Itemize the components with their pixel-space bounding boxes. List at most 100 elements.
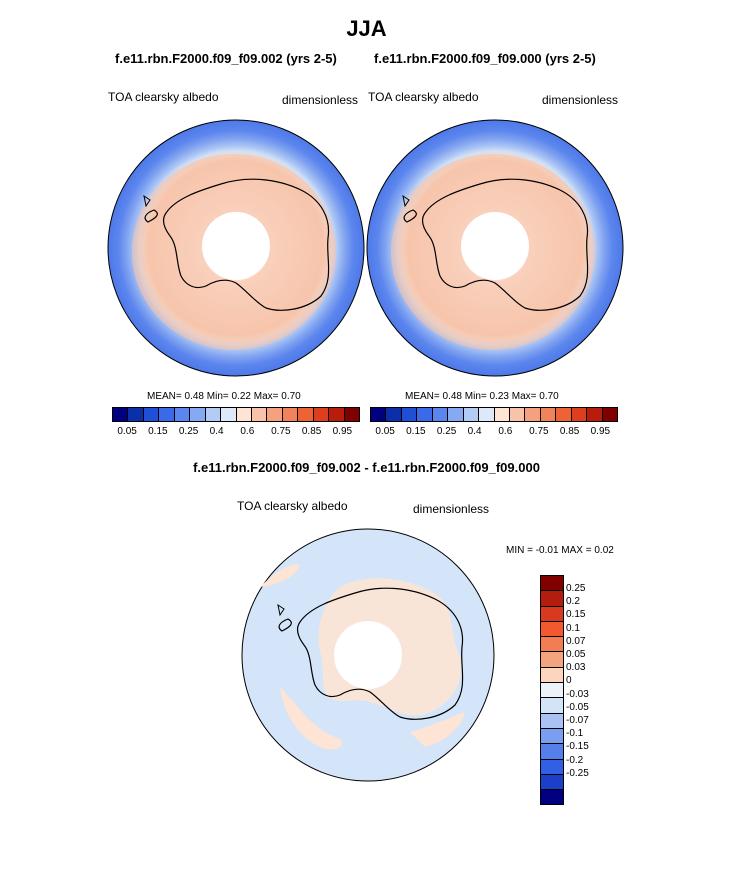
colorbar-swatch bbox=[128, 408, 144, 421]
colorbar-tick-label: -0.07 bbox=[566, 715, 589, 726]
colorbar-swatch bbox=[205, 408, 222, 421]
colorbar-tick-label: 0.6 bbox=[498, 426, 513, 437]
colorbar-tick-label: 0.75 bbox=[529, 426, 549, 437]
colorbar-swatch bbox=[267, 408, 283, 421]
panel1-min-label: Min= bbox=[206, 391, 229, 402]
colorbar-tick-label: -0.15 bbox=[566, 741, 589, 753]
diff-units-label: dimensionless bbox=[413, 502, 490, 516]
positive-anomaly-region-3 bbox=[410, 712, 465, 747]
colorbar-tick-label: 0.75 bbox=[271, 426, 291, 437]
panel2-units-label: dimensionless bbox=[542, 93, 619, 107]
panel1-min-value: 0.22 bbox=[231, 391, 251, 402]
colorbar-swatch bbox=[344, 408, 359, 421]
colorbar-swatch bbox=[541, 774, 563, 791]
colorbar-swatch bbox=[587, 408, 603, 421]
panel2-max-value: 0.70 bbox=[539, 391, 559, 402]
diff-colorbar bbox=[540, 575, 564, 806]
colorbar-swatch bbox=[448, 408, 464, 421]
panel2-map bbox=[366, 119, 624, 377]
colorbar-swatch bbox=[541, 744, 563, 760]
colorbar-tick-label: 0.05 bbox=[566, 649, 586, 660]
colorbar-swatch bbox=[282, 408, 299, 421]
panel1-stats: MEAN= 0.48 Min= 0.22 Max= 0.70 bbox=[147, 391, 301, 402]
colorbar-tick-label: 0.4 bbox=[209, 426, 224, 437]
panel2-max-label: Max= bbox=[511, 391, 537, 402]
colorbar-swatch bbox=[401, 408, 418, 421]
colorbar-tick-label: 0.05 bbox=[117, 426, 137, 437]
colorbar-swatch bbox=[313, 408, 330, 421]
colorbar-swatch bbox=[541, 728, 563, 745]
panel1-mean-value: 0.48 bbox=[184, 391, 204, 402]
colorbar-tick-label: 0.15 bbox=[406, 426, 426, 437]
colorbar-tick-label: -0.1 bbox=[566, 728, 584, 740]
positive-anomaly-region-2 bbox=[280, 687, 343, 750]
colorbar-swatch bbox=[298, 408, 314, 421]
panel1-colorbar bbox=[112, 407, 360, 422]
colorbar-swatch bbox=[174, 408, 191, 421]
colorbar-tick-label: 0.25 bbox=[178, 426, 199, 437]
colorbar-swatch bbox=[525, 408, 541, 421]
colorbar-swatch bbox=[602, 408, 617, 421]
diff-map bbox=[241, 528, 495, 782]
panel2-stats: MEAN= 0.48 Min= 0.23 Max= 0.70 bbox=[405, 391, 559, 402]
pole-hole bbox=[461, 212, 529, 280]
panel1-case-title: f.e11.rbn.F2000.f09_f09.002 (yrs 2-5) bbox=[115, 51, 337, 66]
pole-hole bbox=[334, 621, 402, 689]
colorbar-tick-label: 0.25 bbox=[436, 426, 457, 437]
antarctica-coastline bbox=[403, 178, 589, 311]
panel2-colorbar-ticks: 0.05 0.15 0.25 0.4 0.6 0.75 0.85 0.95 bbox=[370, 426, 616, 440]
colorbar-tick-label: 0.6 bbox=[240, 426, 255, 437]
colorbar-swatch bbox=[417, 408, 433, 421]
colorbar-swatch bbox=[541, 683, 563, 699]
colorbar-tick-label: 0.4 bbox=[467, 426, 482, 437]
colorbar-swatch bbox=[541, 667, 563, 684]
colorbar-swatch bbox=[541, 621, 563, 638]
colorbar-swatch bbox=[509, 408, 526, 421]
panel1-units-label: dimensionless bbox=[282, 93, 359, 107]
peninsula-coast bbox=[143, 194, 151, 208]
colorbar-swatch bbox=[143, 408, 160, 421]
colorbar-swatch bbox=[329, 408, 345, 421]
panel2-variable-label: TOA clearsky albedo bbox=[368, 90, 479, 104]
colorbar-swatch bbox=[541, 790, 563, 805]
panel2-case-title: f.e11.rbn.F2000.f09_f09.000 (yrs 2-5) bbox=[374, 51, 596, 66]
antarctica-coastline bbox=[278, 587, 464, 720]
colorbar-swatch bbox=[541, 652, 563, 668]
colorbar-tick-label: 0.07 bbox=[566, 635, 586, 647]
panel1-mean-label: MEAN= bbox=[147, 391, 182, 402]
colorbar-tick-label: 0.85 bbox=[301, 426, 322, 437]
panel2-mean-value: 0.48 bbox=[442, 391, 462, 402]
colorbar-swatch bbox=[113, 408, 129, 421]
colorbar-tick-label: 0.1 bbox=[566, 622, 580, 634]
colorbar-swatch bbox=[541, 591, 563, 607]
panel2-mean-label: MEAN= bbox=[405, 391, 440, 402]
colorbar-swatch bbox=[541, 713, 563, 729]
pole-hole bbox=[202, 212, 270, 280]
colorbar-swatch bbox=[541, 759, 563, 775]
colorbar-swatch bbox=[479, 408, 495, 421]
colorbar-tick-label: 0.85 bbox=[559, 426, 580, 437]
colorbar-tick-label: -0.05 bbox=[566, 701, 589, 713]
positive-anomaly-region-4 bbox=[260, 564, 300, 587]
panel1-variable-label: TOA clearsky albedo bbox=[108, 90, 219, 104]
colorbar-swatch bbox=[541, 637, 563, 653]
colorbar-swatch bbox=[221, 408, 237, 421]
colorbar-swatch bbox=[236, 408, 252, 421]
colorbar-swatch bbox=[371, 408, 387, 421]
colorbar-tick-label: 0.05 bbox=[375, 426, 395, 437]
colorbar-tick-label: -0.03 bbox=[566, 688, 589, 700]
colorbar-tick-label: 0.95 bbox=[332, 426, 353, 437]
colorbar-tick-label: 0.95 bbox=[590, 426, 611, 437]
colorbar-swatch bbox=[386, 408, 402, 421]
colorbar-tick-label: 0.25 bbox=[566, 583, 586, 594]
diff-colorbar-ticks: 0.25 0.2 0.15 0.1 0.07 0.05 0.03 0 -0.03 -0.05 -0.… bbox=[566, 575, 606, 780]
diff-variable-label: TOA clearsky albedo bbox=[237, 499, 348, 513]
peninsula-coast bbox=[277, 603, 285, 617]
diff-title: f.e11.rbn.F2000.f09_f09.002 - f.e11.rbn.… bbox=[193, 460, 540, 475]
colorbar-swatch bbox=[540, 408, 557, 421]
colorbar-swatch bbox=[541, 576, 563, 592]
colorbar-tick-label: 0.03 bbox=[566, 662, 586, 674]
colorbar-tick-label: 0 bbox=[566, 675, 572, 687]
colorbar-swatch bbox=[541, 606, 563, 622]
panel2-min-value: 0.23 bbox=[489, 391, 509, 402]
